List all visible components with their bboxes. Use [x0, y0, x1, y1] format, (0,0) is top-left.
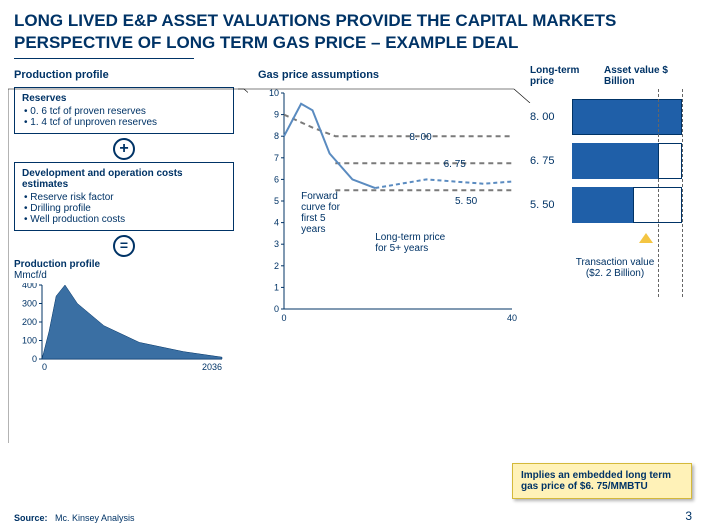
bar-fill — [572, 187, 633, 223]
svg-text:0: 0 — [274, 304, 279, 314]
transaction-label: Transaction value ($2. 2 Billion) — [530, 257, 700, 279]
bar-track — [572, 97, 682, 137]
costs-b2: Well production costs — [30, 214, 125, 225]
costs-title: Development and operation costs estimate… — [22, 168, 226, 190]
svg-text:7: 7 — [274, 153, 279, 163]
reserves-title: Reserves — [22, 93, 226, 104]
bar-outline — [658, 143, 682, 179]
svg-text:3: 3 — [274, 239, 279, 249]
production-area-chart: 0 100 200 300 400 0 2036 — [14, 283, 224, 373]
svg-text:Long-term price: Long-term price — [375, 232, 445, 243]
page-title: LONG LIVED E&P ASSET VALUATIONS PROVIDE … — [0, 0, 706, 58]
svg-text:10: 10 — [269, 88, 279, 98]
equals-icon: = — [113, 235, 135, 257]
bar-track — [572, 185, 682, 225]
source-value: Mc. Kinsey Analysis — [55, 513, 135, 523]
source-line: Source: Mc. Kinsey Analysis — [14, 513, 135, 523]
tx-l2: ($2. 2 Billion) — [586, 268, 644, 279]
bar-outline — [633, 187, 683, 223]
asset-value-bar-row: 6. 75 — [530, 139, 700, 183]
reserves-bullet: • 1. 4 tcf of unproven reserves — [22, 117, 226, 128]
svg-text:Forward: Forward — [301, 191, 338, 202]
svg-text:100: 100 — [22, 336, 37, 346]
svg-text:2036: 2036 — [202, 362, 222, 372]
title-underline — [14, 58, 194, 59]
reserves-bullet: • 0. 6 tcf of proven reserves — [22, 106, 226, 117]
costs-bullet: • Well production costs — [22, 214, 226, 225]
bar-label: 6. 75 — [530, 155, 572, 167]
reserves-box: Reserves • 0. 6 tcf of proven reserves •… — [14, 87, 234, 134]
reserves-b1: 1. 4 tcf of unproven reserves — [30, 117, 157, 128]
profile-unit: Mmcf/d — [14, 270, 234, 281]
svg-text:for 5+ years: for 5+ years — [375, 243, 428, 254]
page-number: 3 — [685, 509, 692, 523]
costs-b1: Drilling profile — [30, 203, 91, 214]
svg-text:5: 5 — [274, 196, 279, 206]
left-column: Production profile Reserves • 0. 6 tcf o… — [14, 65, 234, 373]
bars-holder: 8. 00 6. 75 5. 50 — [530, 95, 700, 227]
bar-track — [572, 141, 682, 181]
svg-text:40: 40 — [507, 313, 517, 323]
head-assetvalue: Asset value $ Billion — [604, 65, 684, 87]
svg-text:6: 6 — [274, 175, 279, 185]
tx-l1: Transaction value — [576, 257, 655, 268]
bar-label: 8. 00 — [530, 111, 572, 123]
plus-icon: + — [113, 138, 135, 160]
svg-text:200: 200 — [22, 317, 37, 327]
svg-text:300: 300 — [22, 299, 37, 309]
right-column: Long-term price Asset value $ Billion 8.… — [530, 65, 700, 279]
svg-text:years: years — [301, 224, 325, 235]
svg-text:0: 0 — [281, 313, 286, 323]
costs-b0: Reserve risk factor — [30, 192, 113, 203]
svg-text:9: 9 — [274, 110, 279, 120]
costs-box: Development and operation costs estimate… — [14, 162, 234, 231]
gas-column: Gas price assumptions 0123456789100408. … — [258, 65, 528, 317]
svg-text:6. 75: 6. 75 — [444, 159, 467, 170]
svg-text:8: 8 — [274, 131, 279, 141]
bar-label: 5. 50 — [530, 199, 572, 211]
svg-text:2: 2 — [274, 261, 279, 271]
source-label: Source: — [14, 513, 48, 523]
asset-value-bar-row: 5. 50 — [530, 183, 700, 227]
transaction-marker-icon — [639, 233, 653, 243]
callout-box: Implies an embedded long term gas price … — [512, 463, 692, 499]
svg-text:curve for: curve for — [301, 202, 341, 213]
svg-text:400: 400 — [22, 283, 37, 290]
asset-value-bar-row: 8. 00 — [530, 95, 700, 139]
svg-text:4: 4 — [274, 218, 279, 228]
svg-text:1: 1 — [274, 283, 279, 293]
svg-text:0: 0 — [42, 362, 47, 372]
right-headers: Long-term price Asset value $ Billion — [530, 65, 700, 95]
reserves-b0: 0. 6 tcf of proven reserves — [30, 106, 146, 117]
svg-text:0: 0 — [32, 354, 37, 364]
svg-text:8. 00: 8. 00 — [409, 132, 432, 143]
svg-text:5. 50: 5. 50 — [455, 196, 478, 207]
bar-fill — [572, 143, 658, 179]
gas-line-chart: 0123456789100408. 006. 755. 50Forwardcur… — [258, 87, 518, 317]
svg-text:first 5: first 5 — [301, 213, 326, 224]
bar-outline — [572, 99, 682, 135]
profile-title: Production profile — [14, 259, 234, 270]
costs-bullet: • Drilling profile — [22, 203, 226, 214]
left-header: Production profile — [14, 65, 234, 87]
costs-bullet: • Reserve risk factor — [22, 192, 226, 203]
head-longterm: Long-term price — [530, 65, 590, 87]
gas-header: Gas price assumptions — [258, 65, 528, 87]
